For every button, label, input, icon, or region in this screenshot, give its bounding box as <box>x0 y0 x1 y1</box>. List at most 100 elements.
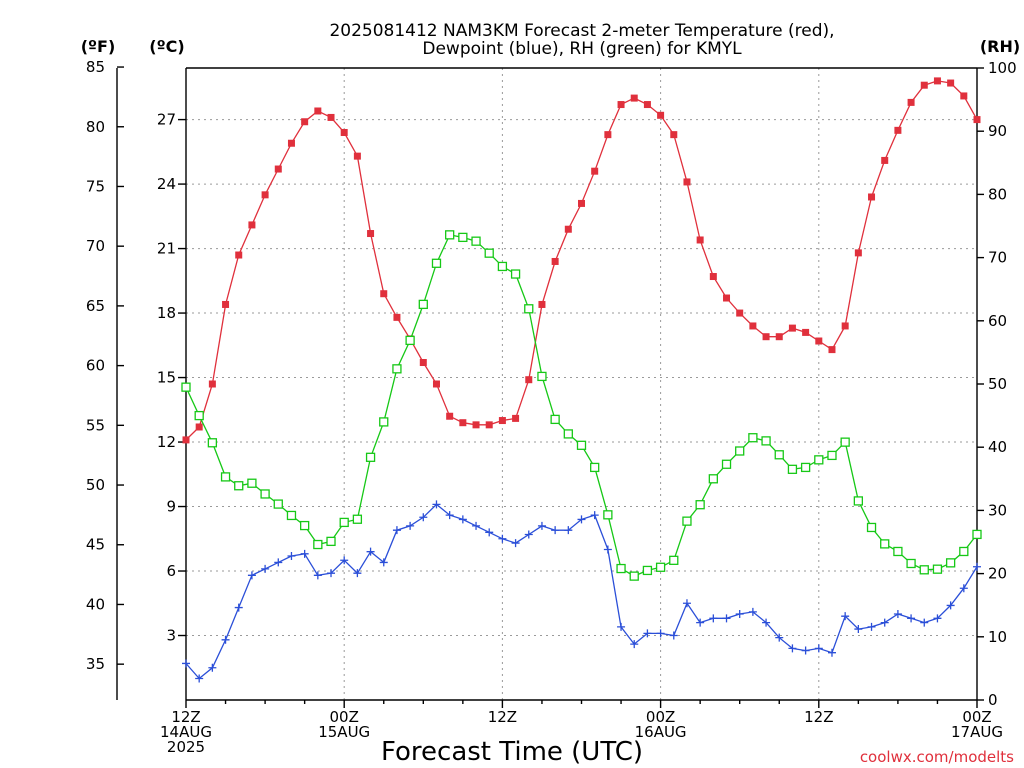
data-point <box>339 517 349 528</box>
data-point <box>576 440 587 450</box>
data-point <box>313 571 322 580</box>
data-point <box>868 193 876 201</box>
data-point <box>695 500 705 510</box>
data-point <box>484 248 494 258</box>
celsius-tick-label: 27 <box>157 111 176 129</box>
data-point <box>538 300 546 308</box>
x-tick-label: 15AUG <box>318 723 370 741</box>
data-point <box>510 269 521 279</box>
data-point <box>959 584 968 593</box>
data-point <box>181 382 191 392</box>
data-point <box>432 500 441 509</box>
data-point <box>617 622 626 631</box>
data-point <box>709 614 718 623</box>
data-point <box>247 571 256 580</box>
data-point <box>800 462 811 473</box>
rh-tick-label: 90 <box>988 122 1007 140</box>
data-point <box>907 98 915 106</box>
data-point <box>485 421 493 429</box>
data-point <box>603 545 612 554</box>
data-point <box>604 131 612 139</box>
data-point <box>655 562 666 572</box>
chart-title-line-1: 2025081412 NAM3KM Forecast 2-meter Tempe… <box>329 21 834 41</box>
data-point <box>326 536 336 547</box>
data-point <box>458 232 468 243</box>
data-point <box>353 569 362 578</box>
chart-title-line-2: Dewpoint (blue), RH (green) for KMYL <box>422 39 742 59</box>
x-tick-label: 17AUG <box>951 723 1003 741</box>
data-point <box>696 618 705 627</box>
grid-lines <box>186 68 977 700</box>
data-point <box>643 101 651 109</box>
data-point <box>854 249 862 257</box>
data-point <box>616 563 626 574</box>
data-point <box>762 333 770 341</box>
x-tick-label: 14AUG <box>160 723 212 741</box>
x-axis-title: Forecast Time (UTC) <box>381 737 643 767</box>
data-point <box>261 564 270 573</box>
data-point <box>973 562 981 571</box>
data-point <box>380 290 388 298</box>
data-point <box>182 436 190 444</box>
data-point <box>906 558 916 569</box>
data-point <box>432 380 440 388</box>
data-point <box>590 511 599 520</box>
data-point <box>920 81 928 89</box>
x-tick-label: 12Z <box>488 708 517 726</box>
data-point <box>630 640 639 649</box>
labels: 2025081412 NAM3KM Forecast 2-meter Tempe… <box>81 21 1020 767</box>
rh-tick-label: 70 <box>988 249 1007 267</box>
data-point <box>749 322 757 330</box>
data-point <box>907 614 916 623</box>
data-point <box>709 273 717 281</box>
data-point <box>629 571 639 581</box>
fahrenheit-unit-label: (ºF) <box>81 37 116 56</box>
data-point <box>919 565 929 575</box>
data-point <box>788 324 796 332</box>
data-point <box>721 459 732 469</box>
data-point <box>366 547 375 556</box>
fahrenheit-tick-label: 75 <box>86 177 105 195</box>
data-point <box>220 472 231 482</box>
data-point <box>880 539 890 549</box>
data-point <box>775 633 784 642</box>
fahrenheit-tick-label: 45 <box>86 536 105 554</box>
data-point <box>828 346 836 354</box>
data-point <box>617 101 625 109</box>
celsius-tick-label: 18 <box>157 304 176 322</box>
data-point <box>221 635 230 644</box>
data-point <box>314 107 322 115</box>
data-point <box>815 337 823 345</box>
data-point <box>708 474 718 484</box>
data-point <box>248 221 256 229</box>
series-layer <box>181 77 982 683</box>
data-point <box>260 489 270 499</box>
data-point <box>273 499 283 509</box>
data-point <box>723 294 731 302</box>
data-point <box>287 139 295 147</box>
series-line <box>185 503 978 680</box>
data-point <box>696 236 704 244</box>
data-point <box>735 610 744 619</box>
data-point <box>485 528 494 537</box>
data-point <box>419 513 428 522</box>
fahrenheit-tick-label: 50 <box>86 476 105 494</box>
data-point <box>274 558 283 567</box>
data-point <box>841 612 850 621</box>
data-point <box>208 663 217 672</box>
fahrenheit-tick-label: 40 <box>86 595 105 613</box>
data-point <box>365 452 376 462</box>
data-point <box>972 529 982 540</box>
data-point <box>497 261 508 272</box>
data-point <box>669 631 678 640</box>
data-point <box>814 455 824 465</box>
data-point <box>511 539 520 548</box>
data-point <box>222 300 230 308</box>
data-point <box>274 165 282 173</box>
x-tick-label: 12Z <box>171 708 200 726</box>
data-point <box>327 569 336 578</box>
rh-tick-label: 20 <box>988 565 1007 583</box>
celsius-tick-label: 6 <box>166 562 176 580</box>
data-point <box>933 77 941 85</box>
data-point <box>498 417 506 425</box>
